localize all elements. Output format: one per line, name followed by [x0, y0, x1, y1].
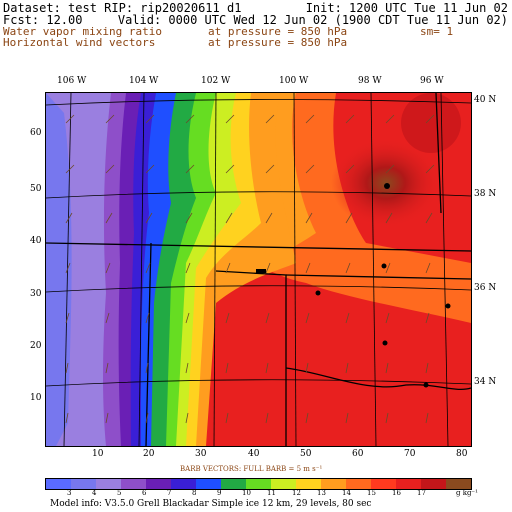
color-scale-label: 10 [242, 489, 251, 497]
color-scale-label: 15 [367, 489, 376, 497]
model-info: Model info: V3.5.0 Grell Blackadar Simpl… [50, 499, 372, 509]
lon-label: 100 W [279, 76, 309, 86]
color-scale-label: 12 [292, 489, 301, 497]
grid-y-tick: 20 [30, 341, 42, 351]
color-swatch [146, 479, 171, 489]
lon-label: 106 W [57, 76, 87, 86]
grid-y-tick: 40 [30, 236, 42, 246]
color-swatch [121, 479, 146, 489]
init-label: Init: 1200 UTC Tue 11 Jun 02 [305, 1, 508, 15]
color-scale-label: 5 [117, 489, 122, 497]
grid-y-tick: 60 [30, 128, 42, 138]
wind-barbs [65, 114, 435, 424]
moisture-max-area [331, 138, 441, 228]
lon-label: 102 W [201, 76, 231, 86]
lon-label: 104 W [129, 76, 159, 86]
grid-y-tick: 50 [30, 184, 42, 194]
grid-x-tick: 10 [92, 449, 104, 459]
forecast-label: Fcst: 12.00 [3, 13, 83, 27]
color-swatch [46, 479, 71, 489]
dataset-label: Dataset: test RIP: rip20020611 d1 [3, 1, 242, 15]
color-scale-label: 8 [192, 489, 197, 497]
grid-x-tick: 70 [404, 449, 416, 459]
color-scale-label: 17 [417, 489, 426, 497]
field1-level: at pressure = 850 hPa [208, 25, 348, 38]
color-swatch [196, 479, 221, 489]
grid-y-tick: 10 [30, 393, 42, 403]
color-swatch [71, 479, 96, 489]
grid-x-tick: 40 [248, 449, 260, 459]
color-swatch [96, 479, 121, 489]
color-scale-label: 11 [267, 489, 276, 497]
field2-level: at pressure = 850 hPa [208, 36, 348, 49]
color-swatch [396, 479, 421, 489]
state-borders [46, 93, 471, 446]
field1-smoothing: sm= 1 [420, 25, 454, 38]
field1-name: Water vapor mixing ratio [3, 25, 162, 38]
lat-label: 36 N [474, 283, 497, 293]
color-swatch [171, 479, 196, 489]
color-swatch [346, 479, 371, 489]
color-swatch [221, 479, 246, 489]
color-scale-label: 4 [92, 489, 97, 497]
color-scale-label: 6 [142, 489, 147, 497]
color-swatch [246, 479, 271, 489]
lat-label: 38 N [474, 189, 497, 199]
barb-vector-note: BARB VECTORS: FULL BARB = 5 m s⁻¹ [180, 465, 323, 473]
grid-x-tick: 30 [195, 449, 207, 459]
color-scale-bar [45, 478, 472, 490]
grid-x-tick: 50 [300, 449, 312, 459]
color-swatch [446, 479, 471, 489]
lat-label: 40 N [474, 95, 497, 105]
water-vapor-map [45, 92, 472, 447]
moisture-band-4 [46, 93, 72, 446]
color-scale-label: 13 [317, 489, 326, 497]
color-swatch [371, 479, 396, 489]
moisture-max-area-ne [401, 93, 461, 153]
color-scale-label: 16 [392, 489, 401, 497]
map-canvas [46, 93, 471, 446]
color-swatch [321, 479, 346, 489]
grid-x-tick: 60 [352, 449, 364, 459]
color-scale-label: 9 [217, 489, 222, 497]
grid-x-tick: 80 [456, 449, 468, 459]
color-swatch [421, 479, 446, 489]
color-scale-label: 7 [167, 489, 172, 497]
color-swatch [296, 479, 321, 489]
color-swatch [271, 479, 296, 489]
field2-name: Horizontal wind vectors [3, 36, 156, 49]
lat-label: 34 N [474, 377, 497, 387]
grid-y-tick: 30 [30, 289, 42, 299]
lon-label: 96 W [420, 76, 444, 86]
color-scale-unit: g kg⁻¹ [456, 489, 478, 497]
color-scale-labels: 3 4 5 6 7 8 9 10 11 12 13 14 15 16 17 [45, 490, 495, 500]
grid-x-tick: 20 [143, 449, 155, 459]
color-scale-label: 14 [342, 489, 351, 497]
valid-time-label: Valid: 0000 UTC Wed 12 Jun 02 (1900 CDT … [117, 13, 508, 27]
graticule [46, 93, 471, 446]
color-scale-label: 3 [67, 489, 72, 497]
city-markers [256, 183, 451, 388]
lon-label: 98 W [358, 76, 382, 86]
